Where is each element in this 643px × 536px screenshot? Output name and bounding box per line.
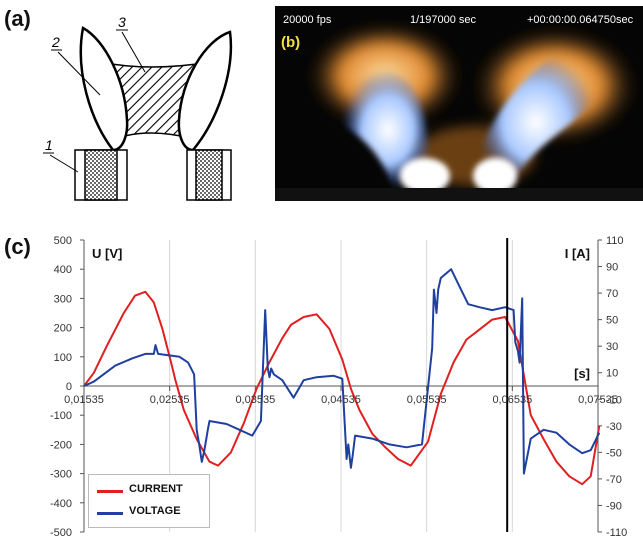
left-lobe <box>79 26 129 152</box>
arc-photo: 20000 fps 1/197000 sec +00:00:00.064750s… <box>275 6 643 201</box>
y-right-title: I [A] <box>565 246 590 261</box>
y-left-tick-label: 500 <box>54 235 72 247</box>
exposure-text: 1/197000 sec <box>410 14 477 26</box>
x-tick-label: 0,01535 <box>64 394 104 406</box>
x-tick-label: 0,04535 <box>321 394 361 406</box>
y-right-tick-label: -110 <box>606 527 627 536</box>
electrode-diagram: 1 2 3 <box>43 14 233 201</box>
y-left-tick-label: 400 <box>54 264 72 276</box>
label-1: 1 <box>45 137 53 153</box>
y-left-title: U [V] <box>92 246 122 261</box>
y-right-tick-label: -10 <box>606 394 622 406</box>
labels: 0,01535 0,02535 0,03535 0,04535 0,05535 0,065… <box>50 235 627 536</box>
y-right-tick-label: 50 <box>606 315 618 327</box>
y-right-tick-label: -90 <box>606 500 622 512</box>
series <box>83 238 601 532</box>
y-left-tick-label: -300 <box>50 469 72 481</box>
x-axis-title: [s] <box>574 366 590 381</box>
x-tick-label: 0,03535 <box>235 394 275 406</box>
panel-b-label: (b) <box>281 34 301 51</box>
legend-swatch-voltage <box>97 512 123 515</box>
series-line-current <box>83 290 601 486</box>
y-right-tick-label: -50 <box>606 447 622 459</box>
timestamp-text: +00:00:00.064750sec <box>527 14 634 26</box>
x-tick-label: 0,07535 <box>578 394 618 406</box>
right-lobe <box>177 30 233 152</box>
y-left-tick-label: 0 <box>66 381 72 393</box>
y-left-tick-label: -400 <box>50 498 72 510</box>
y-right-tick-label: 10 <box>606 368 618 380</box>
y-right-tick-label: 90 <box>606 262 618 274</box>
panel-c-label: (c) <box>4 234 31 259</box>
y-left-tick-label: -200 <box>50 439 72 451</box>
legend-label-current: CURRENT <box>129 483 183 495</box>
series-line-voltage <box>83 268 601 475</box>
legend-label-voltage: VOLTAGE <box>129 505 181 517</box>
right-electrode <box>186 149 232 201</box>
x-tick-label: 0,05535 <box>407 394 447 406</box>
legend: CURRENT VOLTAGE <box>88 474 210 528</box>
y-right-tick-label: -70 <box>606 474 622 486</box>
y-left-tick-label: 200 <box>54 323 72 335</box>
panel-a-label: (a) <box>4 6 31 31</box>
x-tick-label: 0,06535 <box>492 394 532 406</box>
y-right-tick-label: 110 <box>606 235 624 247</box>
label-3: 3 <box>118 14 126 30</box>
left-electrode <box>74 149 128 201</box>
y-right-tick-label: 70 <box>606 288 618 300</box>
y-left-tick-label: -100 <box>50 410 72 422</box>
y-left-tick-label: 300 <box>54 293 72 305</box>
x-tick-label: 0,02535 <box>150 394 190 406</box>
y-left-tick-label: 100 <box>54 352 72 364</box>
fps-text: 20000 fps <box>283 14 332 26</box>
y-left-tick-label: -500 <box>50 527 72 536</box>
legend-swatch-current <box>97 490 123 493</box>
label-2: 2 <box>51 34 60 50</box>
waveform-chart: 0,01535 0,02535 0,03535 0,04535 0,05535 0,065… <box>50 235 627 536</box>
y-right-tick-label: 30 <box>606 341 618 353</box>
y-right-tick-label: -30 <box>606 421 622 433</box>
